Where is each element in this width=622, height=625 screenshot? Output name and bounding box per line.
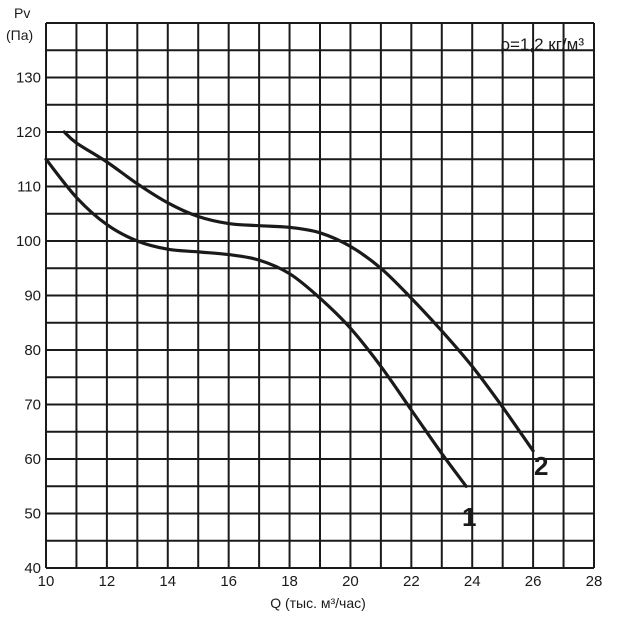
density-annotation: ρ=1,2 кг/м³	[500, 35, 584, 54]
x-tick-label: 10	[38, 573, 55, 590]
y-tick-label: 110	[17, 179, 41, 196]
y-tick-label: 130	[16, 70, 41, 87]
x-tick-label: 24	[464, 573, 481, 590]
y-tick-label: 100	[16, 233, 41, 250]
x-tick-label: 12	[99, 573, 116, 590]
x-tick-label: 26	[525, 573, 542, 590]
y-tick-label: 80	[24, 342, 41, 359]
x-tick-label: 28	[586, 573, 603, 590]
x-tick-label: 16	[220, 573, 237, 590]
curves	[44, 130, 535, 488]
x-tick-label: 20	[342, 573, 359, 590]
y-tick-label: 120	[16, 124, 41, 141]
y-tick-label: 70	[24, 397, 41, 414]
y-tick-label: 50	[24, 506, 41, 523]
x-tick-label: 18	[281, 573, 298, 590]
series-line-1	[44, 157, 468, 488]
y-axis-unit: (Па)	[6, 27, 33, 43]
y-tick-label: 90	[24, 288, 41, 305]
y-tick-label: 40	[24, 560, 41, 577]
y-tick-label: 60	[24, 451, 41, 468]
y-axis-title: Pv	[14, 5, 30, 21]
x-axis-title: Q (тыс. м³/час)	[270, 595, 366, 611]
grid	[45, 22, 595, 569]
x-tick-label: 14	[159, 573, 176, 590]
series-line-2	[62, 130, 535, 453]
x-tick-label: 22	[403, 573, 420, 590]
curve-label-1: 1	[462, 502, 476, 532]
curve-label-2: 2	[534, 451, 548, 481]
tick-labels: 10 12 14 16 18 20 22 24 26 2840506070809010011012…	[16, 70, 602, 591]
